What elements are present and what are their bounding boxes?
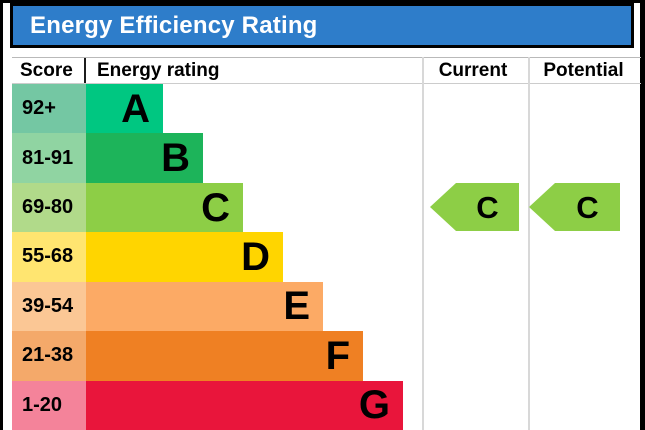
band-letter: G <box>358 383 390 428</box>
band-bar: A <box>86 84 163 134</box>
band-row: 69-80 C <box>12 182 641 233</box>
band-row: 55-68 D <box>12 232 641 282</box>
band-letter: E <box>283 284 310 329</box>
band-bar: C <box>86 182 243 233</box>
band-bar: F <box>86 331 363 381</box>
band-letter: A <box>121 86 150 131</box>
band-letter: C <box>201 185 230 230</box>
title-bar: Energy Efficiency Rating <box>10 3 634 48</box>
potential-rating-letter: C <box>576 189 599 225</box>
current-column-divider <box>422 57 424 430</box>
frame-left <box>0 0 3 430</box>
band-score: 1-20 <box>12 380 86 430</box>
band-letter: F <box>325 333 350 378</box>
frame-right <box>640 0 645 430</box>
band-row: 39-54 E <box>12 281 641 332</box>
band-score: 69-80 <box>12 182 86 233</box>
band-bar: B <box>86 133 203 183</box>
table-header-row: Score Energy rating Current Potential <box>12 57 641 84</box>
potential-column-divider <box>528 57 530 430</box>
band-row: 92+ A <box>12 84 641 134</box>
band-letter: B <box>161 136 190 181</box>
band-bar: D <box>86 232 283 282</box>
band-bar: E <box>86 281 323 332</box>
band-score: 55-68 <box>12 232 86 282</box>
band-rows: 92+ A 81-91 B 69-80 C 55-68 D 39-54 E 21… <box>12 84 641 430</box>
chart-title: Energy Efficiency Rating <box>30 11 318 39</box>
band-score: 21-38 <box>12 331 86 381</box>
band-score: 92+ <box>12 84 86 134</box>
potential-column-header: Potential <box>543 59 624 81</box>
band-score: 81-91 <box>12 133 86 183</box>
current-rating-letter: C <box>476 189 499 225</box>
score-column-header: Score <box>12 58 86 83</box>
band-row: 81-91 B <box>12 133 641 183</box>
band-row: 21-38 F <box>12 331 641 381</box>
band-bar: G <box>86 380 403 430</box>
band-score: 39-54 <box>12 281 86 332</box>
band-letter: D <box>241 234 270 279</box>
energy-rating-column-header: Energy rating <box>97 59 220 81</box>
band-row: 1-20 G <box>12 380 641 430</box>
frame-top <box>0 0 645 3</box>
current-column-header: Current <box>438 59 508 81</box>
